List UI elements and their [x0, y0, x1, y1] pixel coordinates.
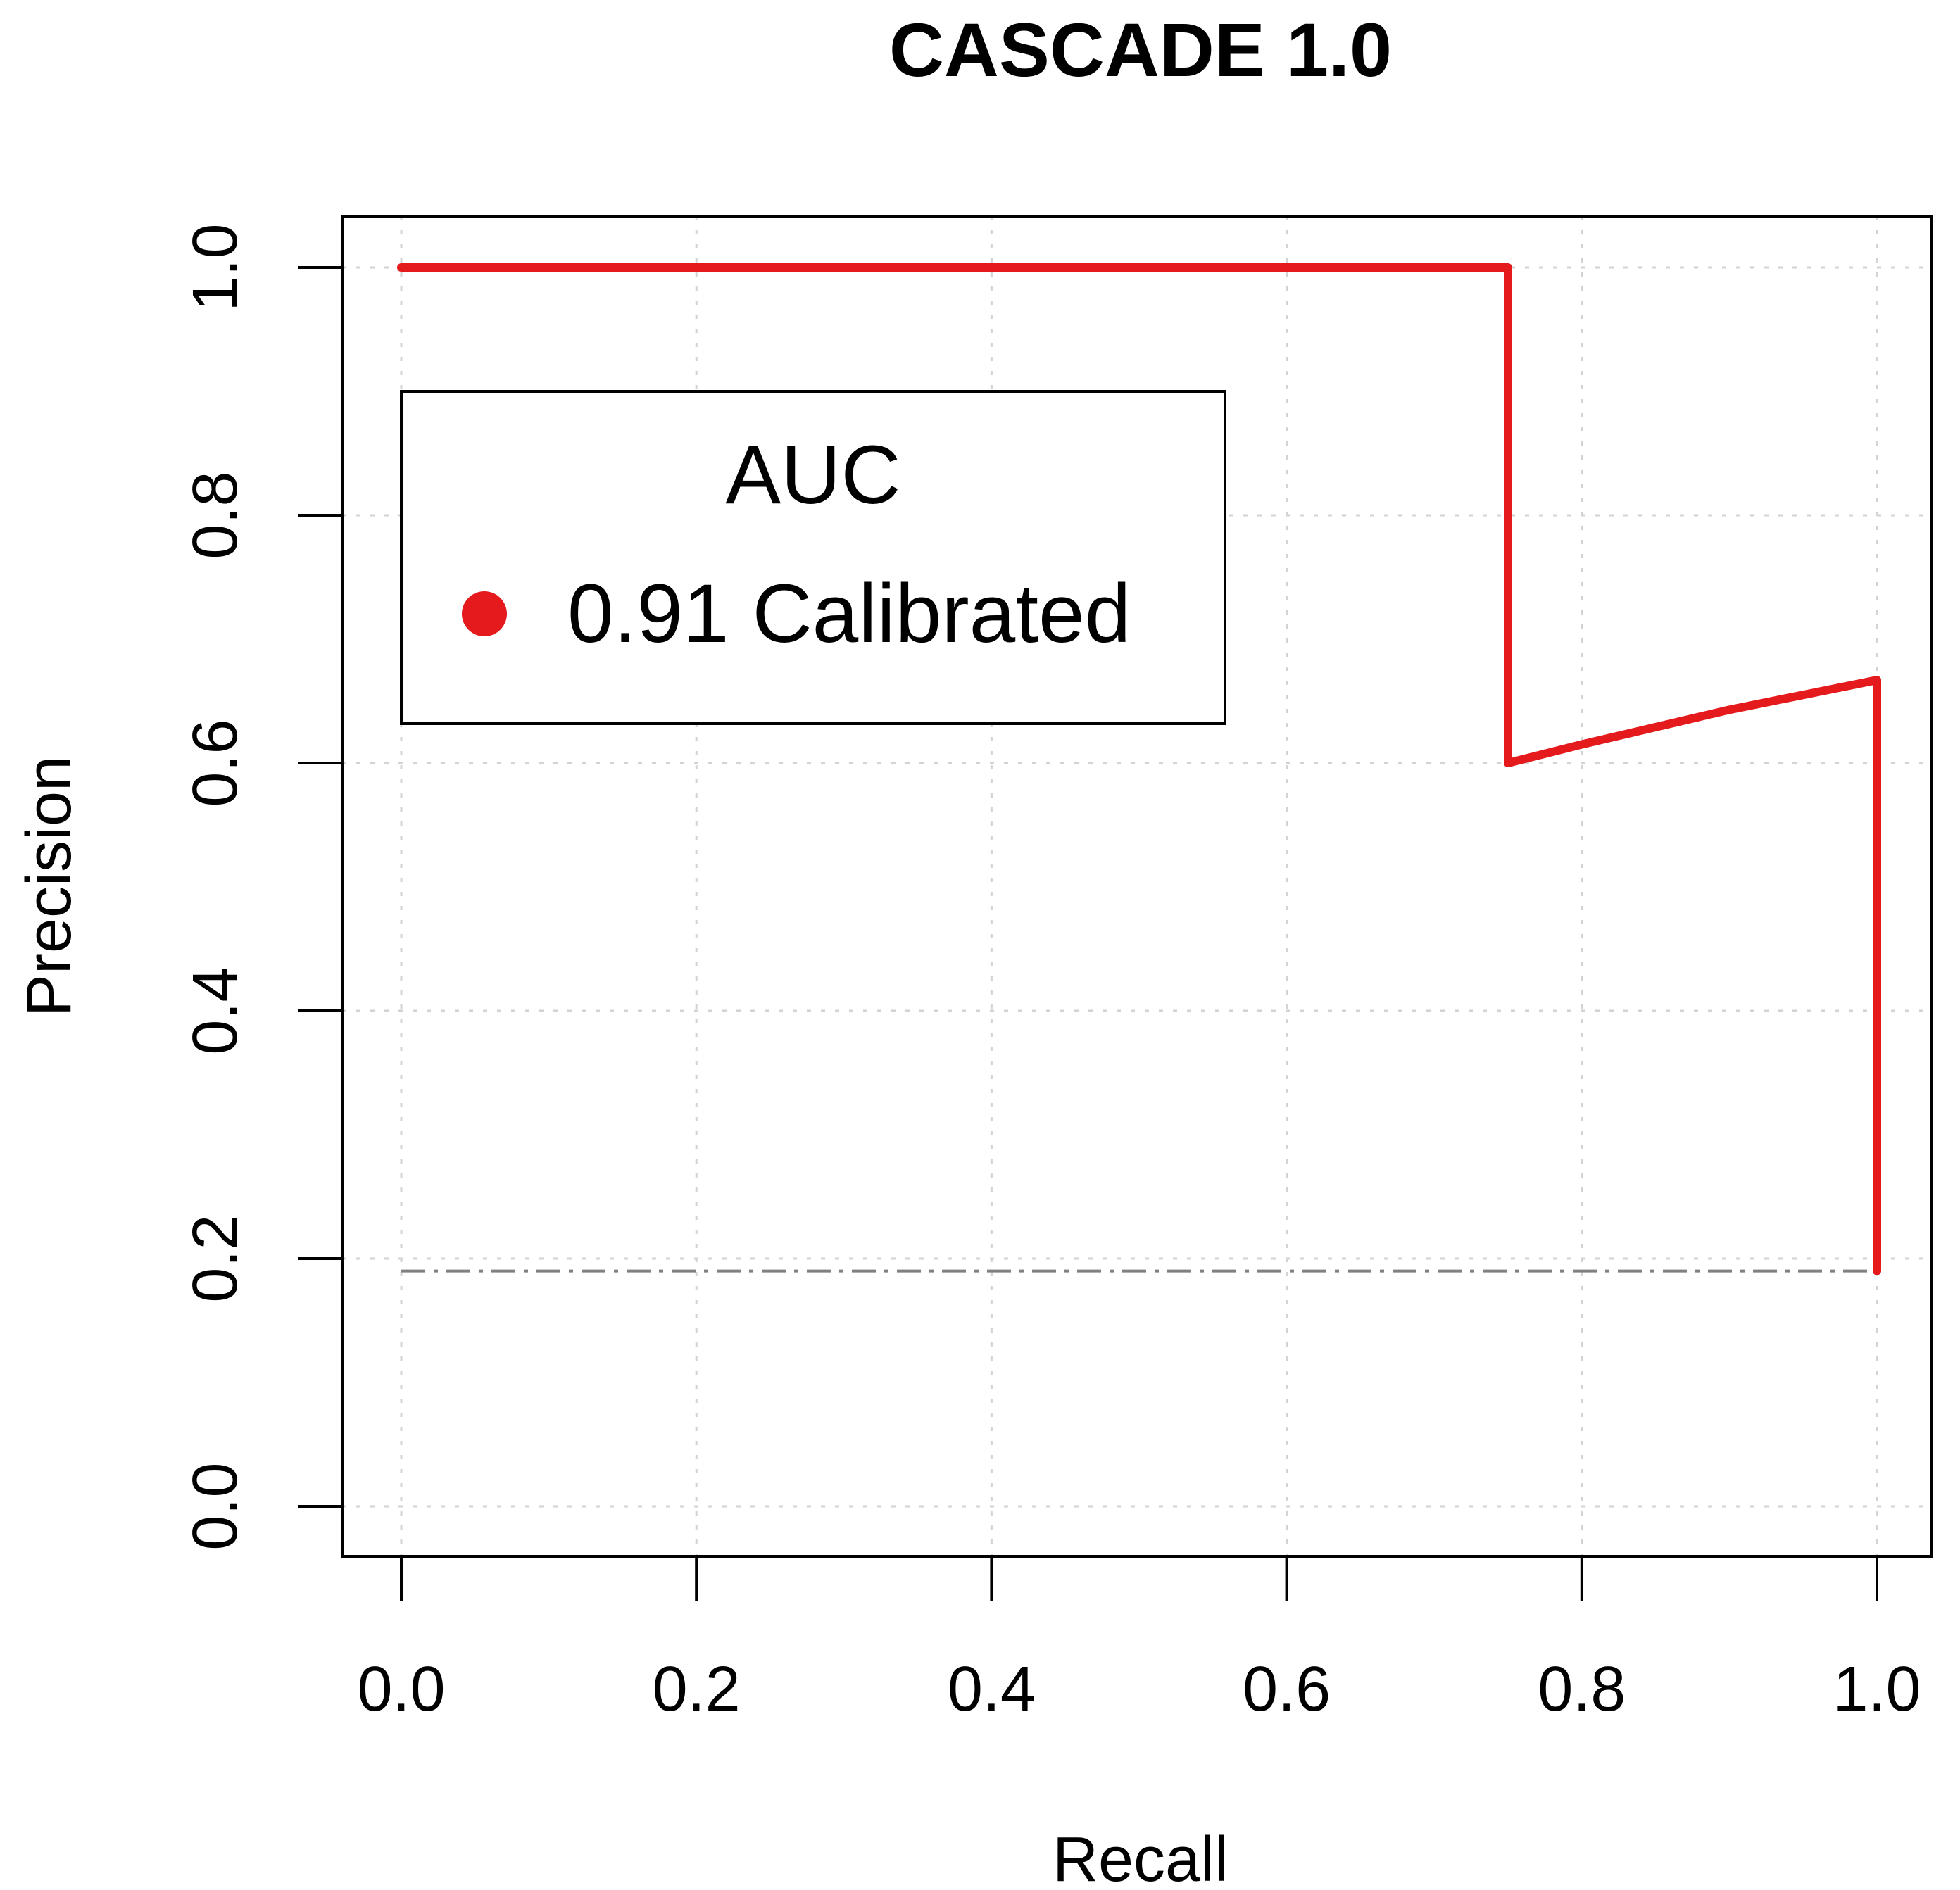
legend-marker: [462, 591, 507, 636]
y-tick-label: 0.8: [180, 471, 251, 559]
x-axis-label: Recall: [1053, 1825, 1229, 1890]
data-point: [1728, 708, 1731, 712]
x-tick-label: 0.0: [357, 1654, 445, 1725]
legend: AUC 0.91 Calibrated: [400, 390, 1226, 725]
plot-frame: [341, 215, 1933, 1558]
y-tick-label: 0.0: [180, 1462, 251, 1550]
x-tick-label: 0.4: [948, 1654, 1036, 1725]
y-axis-label: Precision: [14, 756, 84, 1016]
x-tick-label: 1.0: [1833, 1654, 1921, 1725]
data-point: [400, 266, 403, 269]
x-axis-ticks: 0.0 0.2 0.4 0.6 0.8 1.0: [357, 1556, 1921, 1725]
data-point: [1507, 266, 1509, 269]
chart-title: CASCADE 1.0: [889, 7, 1392, 92]
y-tick-label: 0.2: [180, 1214, 251, 1302]
legend-title: AUC: [725, 429, 900, 522]
grid-lines: [342, 216, 1931, 1556]
legend-box: [400, 390, 1226, 725]
y-tick-label: 1.0: [180, 223, 251, 311]
data-point: [1876, 679, 1878, 682]
x-tick-label: 0.6: [1243, 1654, 1331, 1725]
data-point: [1580, 743, 1583, 746]
data-point: [1876, 1269, 1878, 1273]
y-tick-label: 0.4: [180, 966, 251, 1054]
data-point: [1507, 762, 1509, 764]
x-tick-label: 0.2: [653, 1654, 741, 1725]
y-axis-ticks: 0.0 0.2 0.4 0.6 0.8 1.0: [180, 223, 342, 1551]
series-layer: [397, 263, 1881, 1275]
x-tick-label: 0.8: [1538, 1654, 1626, 1725]
legend-entry-label: 0.91 Calibrated: [567, 567, 1131, 660]
y-tick-label: 0.6: [180, 719, 251, 807]
